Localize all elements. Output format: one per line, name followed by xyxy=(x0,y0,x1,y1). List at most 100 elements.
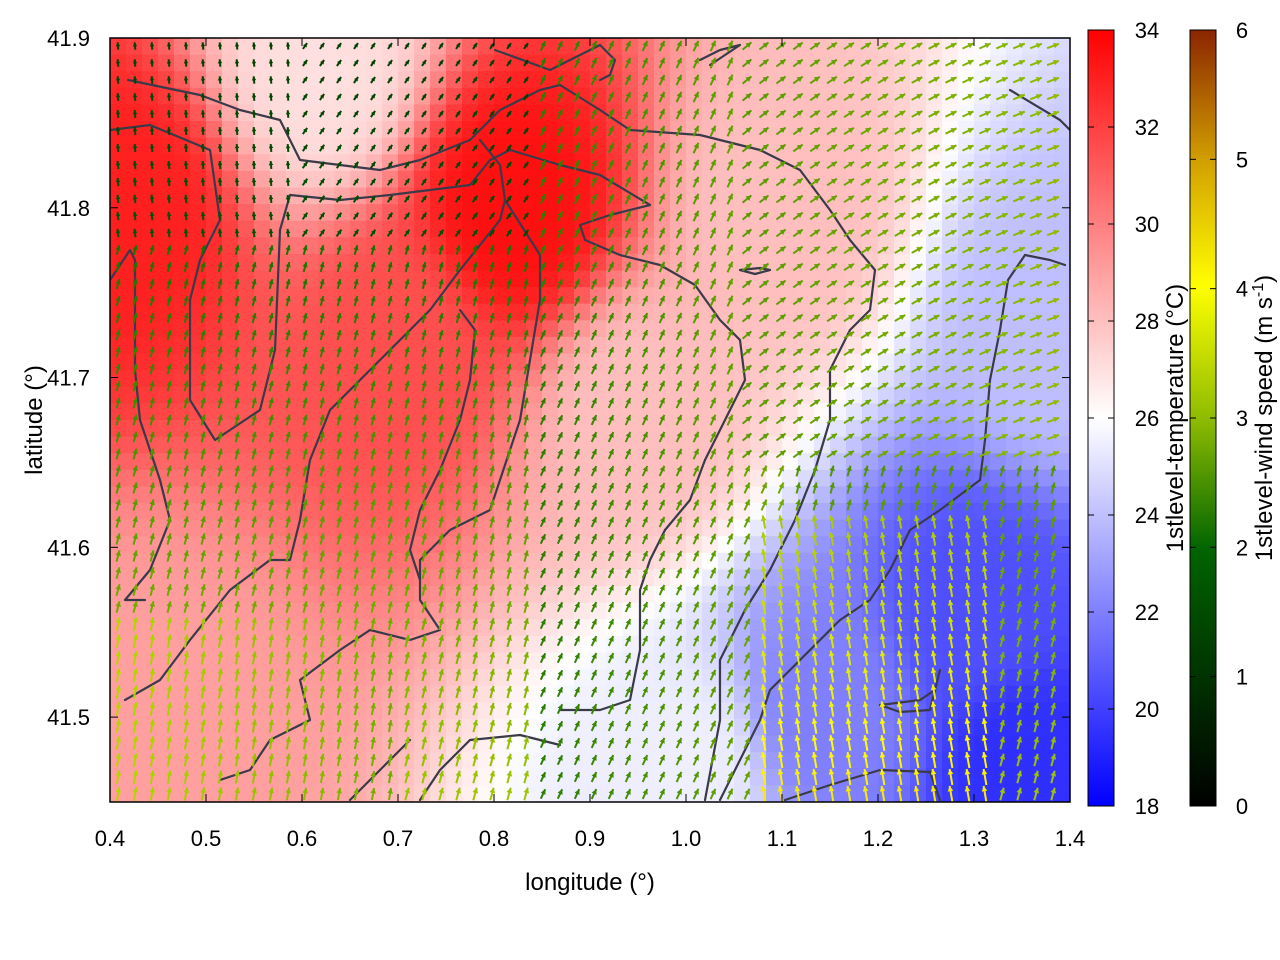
heatmap-cell xyxy=(270,503,287,521)
heatmap-cell xyxy=(206,104,223,122)
heatmap-cell xyxy=(222,536,239,554)
heatmap-cell xyxy=(430,420,447,438)
heatmap-cell xyxy=(510,652,527,670)
heatmap-cell xyxy=(702,220,719,238)
heatmap-cell xyxy=(942,104,959,122)
heatmap-cell xyxy=(526,652,543,670)
heatmap-cell xyxy=(510,768,527,786)
heatmap-cell xyxy=(382,552,399,571)
heatmap-cell xyxy=(318,453,335,471)
heatmap-cell xyxy=(1054,602,1070,620)
heatmap-cell xyxy=(526,253,543,272)
heatmap-cell xyxy=(350,669,367,687)
heatmap-cell xyxy=(686,768,703,786)
heatmap-cell xyxy=(110,320,127,338)
heatmap-cell xyxy=(478,619,495,637)
heatmap-cell xyxy=(110,287,127,305)
heatmap-cell xyxy=(414,170,431,189)
heatmap-cell xyxy=(430,669,447,687)
heatmap-cell xyxy=(414,353,431,371)
heatmap-cell xyxy=(158,237,175,255)
heatmap-cell xyxy=(318,768,335,786)
heatmap-cell xyxy=(1054,436,1070,454)
heatmap-cell xyxy=(590,503,607,521)
heatmap-cell xyxy=(398,519,415,537)
heatmap-cell xyxy=(158,735,175,753)
heatmap-cell xyxy=(174,287,191,305)
heatmap-cell xyxy=(510,635,527,654)
heatmap-cell xyxy=(158,635,175,654)
heatmap-cell xyxy=(510,370,527,388)
heatmap-cell xyxy=(894,718,911,737)
heatmap-cell xyxy=(1054,38,1070,56)
heatmap-cell xyxy=(638,287,655,305)
heatmap-cell xyxy=(350,253,367,272)
heatmap-cell xyxy=(238,204,255,222)
heatmap-cell xyxy=(222,602,239,620)
heatmap-cell xyxy=(702,486,719,504)
heatmap-cell xyxy=(366,370,383,388)
heatmap-cell xyxy=(238,702,255,720)
heatmap-cell xyxy=(1054,519,1070,537)
heatmap-cell xyxy=(606,320,623,338)
heatmap-cell xyxy=(270,619,287,637)
heatmap-cell xyxy=(846,370,863,388)
heatmap-cell xyxy=(350,552,367,571)
heatmap-cell xyxy=(590,752,607,770)
heatmap-cell xyxy=(302,38,319,56)
heatmap-cell xyxy=(910,270,927,288)
heatmap-cell xyxy=(494,768,511,786)
heatmap-cell xyxy=(894,469,911,488)
heatmap-cell xyxy=(398,253,415,272)
heatmap-cell xyxy=(382,336,399,355)
heatmap-cell xyxy=(142,137,159,155)
heatmap-cell xyxy=(414,287,431,305)
heatmap-cell xyxy=(510,287,527,305)
heatmap-cell xyxy=(446,187,463,205)
heatmap-cell xyxy=(222,785,239,802)
heatmap-cell xyxy=(238,287,255,305)
heatmap-cell xyxy=(334,718,351,737)
heatmap-cell xyxy=(526,536,543,554)
heatmap-cell xyxy=(798,569,815,587)
heatmap-cell xyxy=(286,602,303,620)
heatmap-cell xyxy=(254,635,271,654)
heatmap-cell xyxy=(398,336,415,355)
heatmap-cell xyxy=(206,536,223,554)
heatmap-cell xyxy=(846,121,863,139)
heatmap-cell xyxy=(542,287,559,305)
heatmap-cell xyxy=(382,436,399,454)
heatmap-cell xyxy=(174,38,191,56)
heatmap-cell xyxy=(446,220,463,238)
heatmap-cell xyxy=(430,154,447,172)
heatmap-cell xyxy=(334,602,351,620)
heatmap-cell xyxy=(222,669,239,687)
heatmap-cell xyxy=(158,270,175,288)
heatmap-cell xyxy=(526,586,543,604)
heatmap-cell xyxy=(350,718,367,737)
heatmap-cell xyxy=(350,785,367,802)
heatmap-cell xyxy=(350,121,367,139)
heatmap-cell xyxy=(606,287,623,305)
heatmap-cell xyxy=(526,486,543,504)
heatmap-cell xyxy=(350,287,367,305)
heatmap-cell xyxy=(1054,718,1070,737)
heatmap-cell xyxy=(382,569,399,587)
heatmap-cell xyxy=(318,718,335,737)
heatmap-cell xyxy=(334,685,351,703)
heatmap-cell xyxy=(430,552,447,571)
heatmap-cell xyxy=(302,170,319,189)
heatmap-cell xyxy=(702,685,719,703)
heatmap-cell xyxy=(702,702,719,720)
heatmap-cell xyxy=(974,220,991,238)
heatmap-cell xyxy=(526,768,543,786)
heatmap-cell xyxy=(350,403,367,421)
heatmap-cell xyxy=(878,785,895,802)
heatmap-cell xyxy=(702,669,719,687)
heatmap-cell xyxy=(926,187,943,205)
heatmap-cell xyxy=(398,453,415,471)
heatmap-cell xyxy=(942,253,959,272)
heatmap-cell xyxy=(238,635,255,654)
heatmap-cell xyxy=(158,87,175,106)
